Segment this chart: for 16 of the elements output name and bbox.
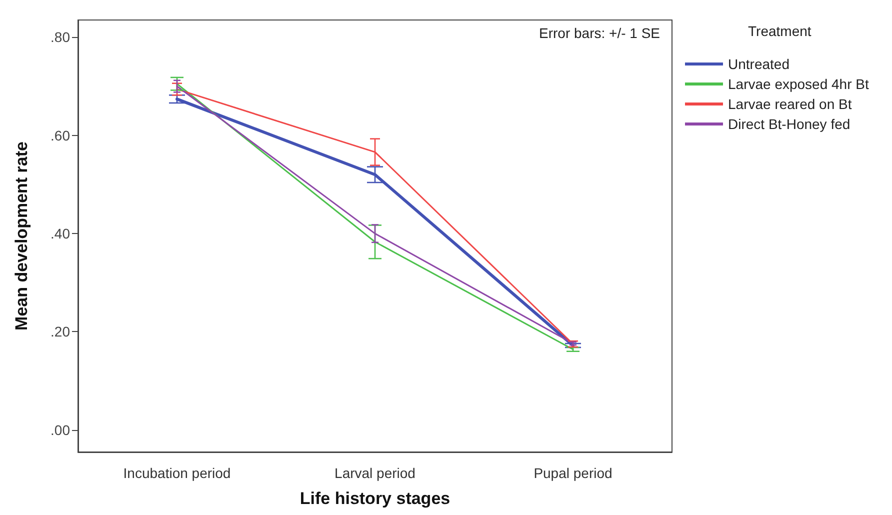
annotation: Error bars: +/- 1 SE — [539, 25, 660, 41]
x-axis-title: Life history stages — [300, 489, 450, 508]
legend-label: Larvae exposed 4hr Bt — [728, 76, 869, 92]
y-axis-title: Mean development rate — [12, 142, 31, 330]
legend-label: Larvae reared on Bt — [728, 96, 852, 112]
legend-label: Direct Bt-Honey fed — [728, 116, 850, 132]
y-tick-label: .80 — [50, 29, 70, 46]
x-tick-label: Larval period — [334, 465, 416, 481]
x-tick-label: Pupal period — [534, 465, 612, 481]
y-tick-label: .60 — [50, 127, 70, 144]
legend-title: Treatment — [748, 23, 812, 39]
y-tick-label: .20 — [50, 324, 70, 340]
x-tick-label: Incubation period — [123, 465, 231, 481]
y-tick-label: .40 — [50, 226, 70, 242]
legend-label: Untreated — [728, 56, 790, 72]
y-tick-label: .00 — [50, 422, 70, 438]
